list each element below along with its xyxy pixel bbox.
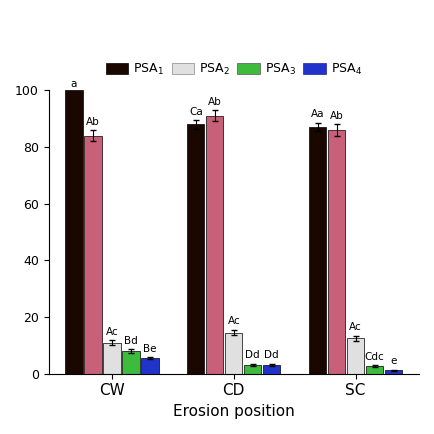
- Text: Ac: Ac: [349, 322, 362, 332]
- Text: Ca: Ca: [189, 107, 203, 117]
- Legend: PSA$_1$, PSA$_2$, PSA$_3$, PSA$_4$: PSA$_1$, PSA$_2$, PSA$_3$, PSA$_4$: [101, 57, 367, 82]
- Text: Ab: Ab: [86, 117, 100, 127]
- Bar: [122, 351, 140, 374]
- Bar: [244, 365, 261, 374]
- Bar: [141, 358, 158, 374]
- Bar: [366, 366, 383, 374]
- Text: Ab: Ab: [208, 97, 222, 107]
- Bar: [187, 124, 204, 374]
- Bar: [103, 342, 121, 374]
- Text: Cdc: Cdc: [365, 352, 385, 362]
- Text: Bd: Bd: [124, 336, 138, 346]
- Bar: [263, 365, 280, 374]
- Bar: [66, 90, 82, 374]
- Text: Dd: Dd: [246, 350, 260, 360]
- Text: Be: Be: [143, 344, 157, 354]
- Text: Aa: Aa: [311, 109, 324, 119]
- Text: a: a: [71, 79, 77, 89]
- Bar: [225, 332, 242, 374]
- Bar: [328, 130, 345, 374]
- Text: Ab: Ab: [330, 111, 343, 121]
- Bar: [309, 127, 326, 374]
- Text: e: e: [391, 356, 397, 366]
- Text: Ac: Ac: [227, 316, 240, 326]
- Bar: [206, 116, 224, 374]
- Bar: [347, 338, 364, 374]
- Bar: [85, 135, 102, 374]
- Text: Dd: Dd: [264, 350, 279, 360]
- X-axis label: Erosion position: Erosion position: [173, 404, 295, 419]
- Bar: [385, 370, 402, 374]
- Text: Ac: Ac: [105, 327, 118, 337]
